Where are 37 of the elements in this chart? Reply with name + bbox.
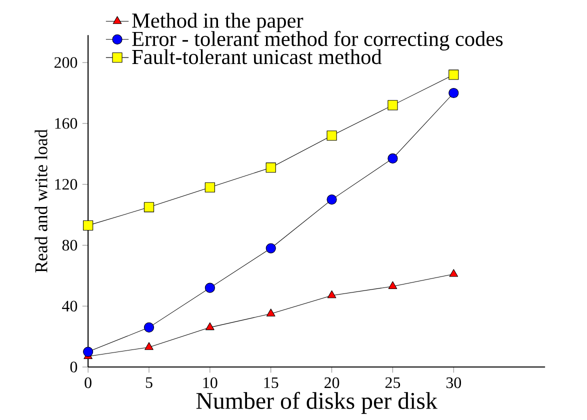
point (448, 70, 459, 80)
y-tick-label: 120 (55, 178, 78, 190)
point (83, 346, 94, 357)
x-axis-title: Number of disks per disk (196, 392, 438, 414)
y-tick-label: 200 (54, 57, 78, 68)
point (266, 243, 276, 254)
x-tick-label: 10 (203, 377, 218, 388)
y-tick-label: 160 (55, 118, 78, 129)
point (144, 202, 154, 212)
point (206, 322, 214, 330)
legend-label: Method in the paper (132, 12, 304, 32)
x-tick-label: 0 (84, 377, 92, 388)
y-axis-title: Read and write load (34, 129, 48, 273)
y-tick-label: 80 (62, 240, 78, 251)
point (326, 130, 337, 141)
point (204, 282, 215, 293)
point (449, 269, 458, 277)
y-tick-label: 0 (70, 362, 78, 372)
point (327, 290, 336, 298)
point (326, 194, 337, 205)
point (388, 281, 398, 290)
x-tick-label: 20 (324, 377, 340, 388)
x-tick-label: 30 (446, 377, 461, 388)
point (448, 88, 459, 98)
point (266, 162, 276, 173)
y-tick-label: 40 (62, 300, 78, 312)
legend-label: Fault-tolerant unicast method (132, 49, 382, 64)
x-tick-label: 5 (146, 377, 152, 388)
x-tick-label: 15 (264, 377, 278, 388)
x-tick-label: 25 (385, 377, 400, 388)
point (144, 322, 154, 333)
point (204, 182, 215, 192)
point (266, 308, 276, 316)
point (388, 100, 398, 110)
point (83, 220, 94, 231)
point (388, 153, 398, 164)
point (144, 342, 154, 350)
